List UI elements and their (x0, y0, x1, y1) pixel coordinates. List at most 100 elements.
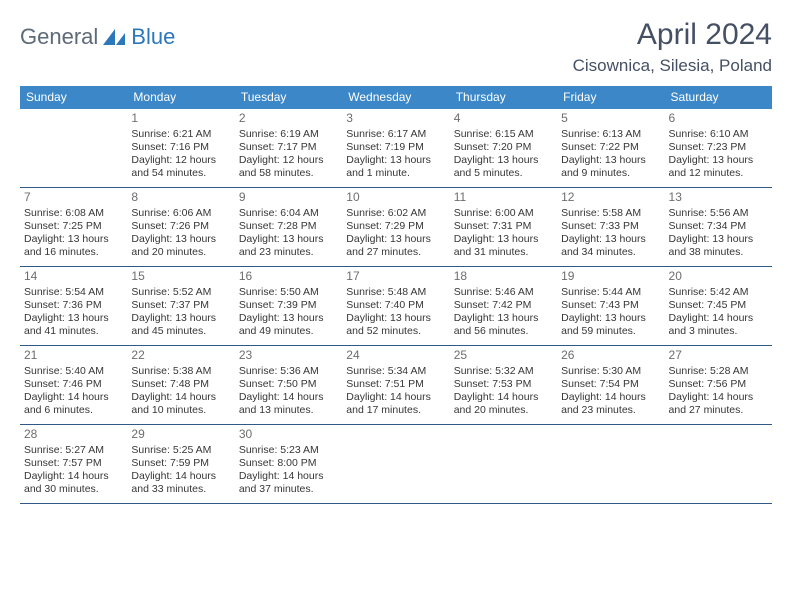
day-number: 20 (669, 269, 768, 284)
day-detail-line: Sunrise: 5:58 AM (561, 207, 660, 220)
day-number: 5 (561, 111, 660, 126)
day-cell: 26Sunrise: 5:30 AMSunset: 7:54 PMDayligh… (557, 346, 664, 424)
day-detail-line: Sunrise: 6:19 AM (239, 128, 338, 141)
day-detail-line: Sunrise: 5:23 AM (239, 444, 338, 457)
day-cell: 8Sunrise: 6:06 AMSunset: 7:26 PMDaylight… (127, 188, 234, 266)
day-detail-line: Daylight: 13 hours and 31 minutes. (454, 233, 553, 259)
day-cell (20, 109, 127, 187)
day-cell: 4Sunrise: 6:15 AMSunset: 7:20 PMDaylight… (450, 109, 557, 187)
day-cell: 2Sunrise: 6:19 AMSunset: 7:17 PMDaylight… (235, 109, 342, 187)
weekday-header-cell: Tuesday (235, 86, 342, 109)
day-detail-line: Daylight: 13 hours and 41 minutes. (24, 312, 123, 338)
day-detail-line: Sunrise: 5:32 AM (454, 365, 553, 378)
day-detail-line: Daylight: 14 hours and 13 minutes. (239, 391, 338, 417)
day-detail-line: Daylight: 14 hours and 33 minutes. (131, 470, 230, 496)
day-number: 9 (239, 190, 338, 205)
day-detail-line: Daylight: 13 hours and 20 minutes. (131, 233, 230, 259)
day-detail-line: Sunrise: 5:28 AM (669, 365, 768, 378)
day-cell: 12Sunrise: 5:58 AMSunset: 7:33 PMDayligh… (557, 188, 664, 266)
day-detail-line: Sunset: 7:16 PM (131, 141, 230, 154)
day-detail-line: Daylight: 14 hours and 10 minutes. (131, 391, 230, 417)
day-detail-line: Daylight: 12 hours and 54 minutes. (131, 154, 230, 180)
day-cell: 21Sunrise: 5:40 AMSunset: 7:46 PMDayligh… (20, 346, 127, 424)
day-detail-line: Sunset: 7:28 PM (239, 220, 338, 233)
day-detail-line: Daylight: 13 hours and 34 minutes. (561, 233, 660, 259)
day-number: 21 (24, 348, 123, 363)
day-cell (450, 425, 557, 503)
day-detail-line: Sunset: 7:23 PM (669, 141, 768, 154)
page: General Blue April 2024 Cisownica, Siles… (0, 0, 792, 514)
day-number: 18 (454, 269, 553, 284)
day-detail-line: Sunset: 7:42 PM (454, 299, 553, 312)
day-detail-line: Sunrise: 5:56 AM (669, 207, 768, 220)
day-detail-line: Sunset: 7:19 PM (346, 141, 445, 154)
day-cell: 17Sunrise: 5:48 AMSunset: 7:40 PMDayligh… (342, 267, 449, 345)
day-detail-line: Sunset: 7:57 PM (24, 457, 123, 470)
day-detail-line: Sunset: 7:20 PM (454, 141, 553, 154)
day-detail-line: Sunset: 7:50 PM (239, 378, 338, 391)
day-detail-line: Daylight: 13 hours and 9 minutes. (561, 154, 660, 180)
day-cell: 18 Sunrise: 5:46 AMSunset: 7:42 PMDayligh… (450, 267, 557, 345)
day-detail-line: Daylight: 13 hours and 56 minutes. (454, 312, 553, 338)
day-detail-line: Sunset: 7:29 PM (346, 220, 445, 233)
day-cell: 9Sunrise: 6:04 AMSunset: 7:28 PMDaylight… (235, 188, 342, 266)
location-subtitle: Cisownica, Silesia, Poland (573, 56, 772, 76)
day-detail-line: Sunrise: 6:00 AM (454, 207, 553, 220)
day-detail-line: Sunset: 7:25 PM (24, 220, 123, 233)
day-number: 15 (131, 269, 230, 284)
day-cell (557, 425, 664, 503)
day-detail-line: Sunset: 7:33 PM (561, 220, 660, 233)
day-detail-line: Sunrise: 6:04 AM (239, 207, 338, 220)
day-detail-line: Daylight: 14 hours and 27 minutes. (669, 391, 768, 417)
month-title: April 2024 (573, 18, 772, 52)
day-detail-line: Sunset: 7:45 PM (669, 299, 768, 312)
day-detail-line: Daylight: 13 hours and 12 minutes. (669, 154, 768, 180)
day-cell: 6Sunrise: 6:10 AMSunset: 7:23 PMDaylight… (665, 109, 772, 187)
day-detail-line: Sunset: 7:39 PM (239, 299, 338, 312)
weekday-header-row: SundayMondayTuesdayWednesdayThursdayFrid… (20, 86, 772, 109)
weekday-header-cell: Wednesday (342, 86, 449, 109)
day-cell: 3Sunrise: 6:17 AMSunset: 7:19 PMDaylight… (342, 109, 449, 187)
brand-text-general: General (20, 24, 98, 50)
day-detail-line: Daylight: 14 hours and 37 minutes. (239, 470, 338, 496)
day-detail-line: Sunrise: 5:46 AM (454, 286, 553, 299)
day-number: 7 (24, 190, 123, 205)
day-detail-line: Sunset: 7:53 PM (454, 378, 553, 391)
day-detail-line: Daylight: 12 hours and 58 minutes. (239, 154, 338, 180)
day-number: 24 (346, 348, 445, 363)
day-number: 8 (131, 190, 230, 205)
day-cell: 19Sunrise: 5:44 AMSunset: 7:43 PMDayligh… (557, 267, 664, 345)
day-number: 22 (131, 348, 230, 363)
day-detail-line: Sunset: 7:43 PM (561, 299, 660, 312)
day-detail-line: Daylight: 14 hours and 6 minutes. (24, 391, 123, 417)
day-cell: 1Sunrise: 6:21 AMSunset: 7:16 PMDaylight… (127, 109, 234, 187)
week-row: 1Sunrise: 6:21 AMSunset: 7:16 PMDaylight… (20, 109, 772, 188)
day-number: 17 (346, 269, 445, 284)
day-detail-line: Daylight: 13 hours and 16 minutes. (24, 233, 123, 259)
brand-sail-icon (101, 27, 129, 47)
day-detail-line: Sunrise: 6:02 AM (346, 207, 445, 220)
weekday-header-cell: Friday (557, 86, 664, 109)
day-detail-line: Sunset: 7:26 PM (131, 220, 230, 233)
week-row: 28Sunrise: 5:27 AMSunset: 7:57 PMDayligh… (20, 425, 772, 504)
day-detail-line: Sunrise: 5:25 AM (131, 444, 230, 457)
day-cell: 7Sunrise: 6:08 AMSunset: 7:25 PMDaylight… (20, 188, 127, 266)
day-detail-line: Daylight: 13 hours and 27 minutes. (346, 233, 445, 259)
day-detail-line: Sunset: 7:51 PM (346, 378, 445, 391)
day-cell: 20Sunrise: 5:42 AMSunset: 7:45 PMDayligh… (665, 267, 772, 345)
day-cell: 22Sunrise: 5:38 AMSunset: 7:48 PMDayligh… (127, 346, 234, 424)
title-block: April 2024 Cisownica, Silesia, Poland (573, 18, 772, 76)
day-detail-line: Sunrise: 5:38 AM (131, 365, 230, 378)
day-detail-line: Daylight: 13 hours and 52 minutes. (346, 312, 445, 338)
day-number: 27 (669, 348, 768, 363)
day-cell: 5Sunrise: 6:13 AMSunset: 7:22 PMDaylight… (557, 109, 664, 187)
day-detail-line: Sunset: 7:36 PM (24, 299, 123, 312)
day-detail-line: Sunset: 7:37 PM (131, 299, 230, 312)
day-detail-line: Sunset: 7:59 PM (131, 457, 230, 470)
day-detail-line: Sunrise: 5:34 AM (346, 365, 445, 378)
weekday-header-cell: Saturday (665, 86, 772, 109)
day-number: 26 (561, 348, 660, 363)
day-cell: 15Sunrise: 5:52 AMSunset: 7:37 PMDayligh… (127, 267, 234, 345)
brand-logo: General Blue (20, 18, 175, 50)
day-detail-line: Sunrise: 5:50 AM (239, 286, 338, 299)
